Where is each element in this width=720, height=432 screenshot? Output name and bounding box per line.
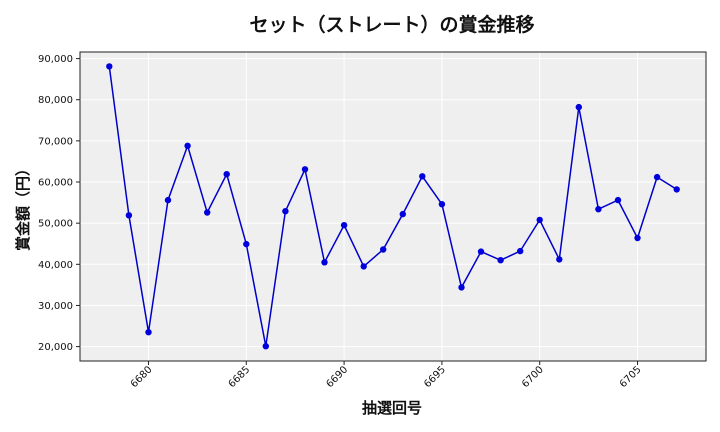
data-point (399, 210, 406, 218)
data-point (380, 246, 387, 253)
x-tick-label: 6690 (324, 364, 350, 390)
data-point (262, 343, 269, 350)
x-tick-label: 6695 (422, 364, 448, 390)
plot-area (80, 52, 706, 361)
x-tick-label: 6680 (129, 364, 155, 390)
y-tick-label: 20,000 (38, 342, 73, 353)
data-point (164, 196, 172, 204)
x-tick-label: 6700 (520, 364, 546, 390)
chart-title: セット（ストレート）の賞金推移 (249, 13, 534, 36)
data-point (673, 186, 680, 193)
data-point (556, 256, 563, 263)
data-point (360, 263, 367, 270)
data-point (321, 259, 328, 266)
data-point (106, 63, 113, 70)
data-point (419, 173, 426, 180)
y-tick-label: 30,000 (38, 301, 73, 312)
y-tick-label: 70,000 (38, 136, 73, 147)
data-point (653, 173, 661, 181)
data-point (438, 201, 446, 208)
y-tick-label: 90,000 (38, 54, 73, 65)
data-point (145, 329, 152, 336)
y-axis: 20,000 30,000 40,000 50,000 60,000 70,000 80,0… (38, 54, 80, 353)
y-tick-label: 40,000 (38, 260, 73, 271)
data-point (458, 284, 465, 291)
plot-frame (79, 51, 707, 362)
x-tick-label: 6705 (618, 364, 644, 390)
y-tick-label: 60,000 (38, 178, 73, 189)
data-point (477, 248, 485, 255)
data-point (575, 103, 582, 111)
y-axis-label: 賞金額（円） (14, 161, 32, 251)
data-point (614, 196, 622, 204)
data-point (282, 208, 289, 215)
series-layer (106, 63, 680, 350)
x-axis-label: 抽選回号 (362, 399, 422, 417)
data-point (536, 216, 543, 224)
data-point (204, 209, 211, 216)
series-line (108, 66, 678, 347)
data-point (595, 206, 602, 213)
gridlines (80, 52, 706, 361)
data-point (301, 166, 309, 173)
x-axis: 6680 6685 6690 6695 6700 6705 (129, 361, 644, 390)
data-point (243, 240, 250, 248)
data-point (340, 222, 348, 229)
data-point (125, 212, 133, 219)
data-point (634, 234, 641, 242)
data-point (184, 142, 191, 149)
x-tick-label: 6685 (227, 364, 253, 390)
data-point (517, 247, 524, 255)
data-point (223, 171, 230, 178)
y-tick-label: 80,000 (38, 95, 73, 106)
data-point (497, 257, 504, 264)
y-tick-label: 50,000 (38, 219, 73, 230)
